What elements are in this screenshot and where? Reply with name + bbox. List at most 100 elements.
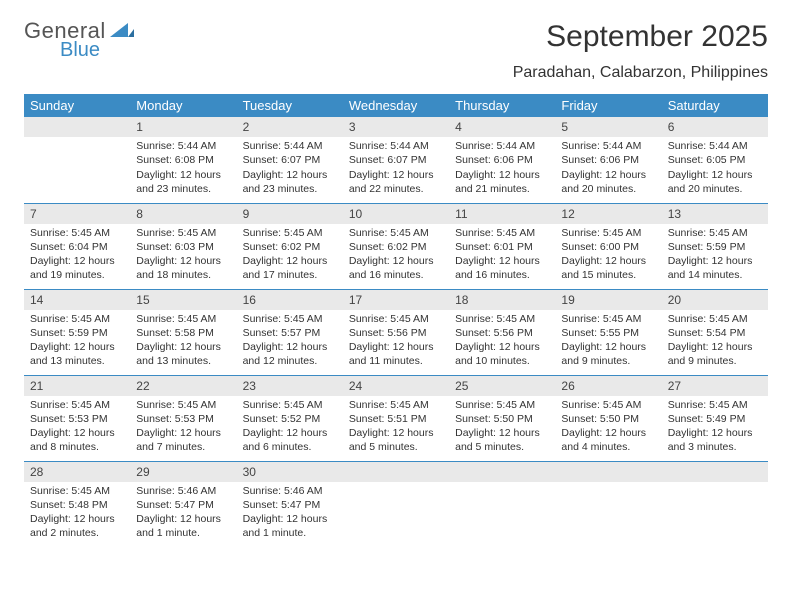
calendar-cell: 21Sunrise: 5:45 AMSunset: 5:53 PMDayligh… xyxy=(24,375,130,461)
day-line: Daylight: 12 hours xyxy=(349,340,443,354)
calendar-cell: 1Sunrise: 5:44 AMSunset: 6:08 PMDaylight… xyxy=(130,117,236,203)
day-number: 4 xyxy=(449,117,555,137)
day-number: 1 xyxy=(130,117,236,137)
day-body: Sunrise: 5:44 AMSunset: 6:08 PMDaylight:… xyxy=(130,137,236,200)
day-line: and 8 minutes. xyxy=(30,440,124,454)
day-line: Daylight: 12 hours xyxy=(243,168,337,182)
calendar-row: 28Sunrise: 5:45 AMSunset: 5:48 PMDayligh… xyxy=(24,461,768,547)
day-line: Daylight: 12 hours xyxy=(561,254,655,268)
calendar-cell: 30Sunrise: 5:46 AMSunset: 5:47 PMDayligh… xyxy=(237,461,343,547)
day-body: Sunrise: 5:45 AMSunset: 5:48 PMDaylight:… xyxy=(24,482,130,545)
calendar-cell: 14Sunrise: 5:45 AMSunset: 5:59 PMDayligh… xyxy=(24,289,130,375)
day-body: Sunrise: 5:45 AMSunset: 5:59 PMDaylight:… xyxy=(24,310,130,373)
day-number: 15 xyxy=(130,290,236,310)
day-line: Sunrise: 5:44 AM xyxy=(243,139,337,153)
day-body: Sunrise: 5:46 AMSunset: 5:47 PMDaylight:… xyxy=(130,482,236,545)
col-header: Monday xyxy=(130,94,236,117)
day-line: Sunrise: 5:44 AM xyxy=(668,139,762,153)
day-line: and 21 minutes. xyxy=(455,182,549,196)
day-line: Daylight: 12 hours xyxy=(668,168,762,182)
day-body: Sunrise: 5:45 AMSunset: 5:54 PMDaylight:… xyxy=(662,310,768,373)
day-line: and 5 minutes. xyxy=(349,440,443,454)
day-number: 22 xyxy=(130,376,236,396)
day-number: 27 xyxy=(662,376,768,396)
day-line: and 22 minutes. xyxy=(349,182,443,196)
day-line: Daylight: 12 hours xyxy=(349,426,443,440)
day-line: Sunrise: 5:45 AM xyxy=(30,398,124,412)
day-number: 6 xyxy=(662,117,768,137)
day-line: Sunset: 6:07 PM xyxy=(243,153,337,167)
col-header: Wednesday xyxy=(343,94,449,117)
day-line: and 2 minutes. xyxy=(30,526,124,540)
calendar-cell: 3Sunrise: 5:44 AMSunset: 6:07 PMDaylight… xyxy=(343,117,449,203)
day-number: 29 xyxy=(130,462,236,482)
col-header: Friday xyxy=(555,94,661,117)
day-line: Sunset: 6:07 PM xyxy=(349,153,443,167)
day-line: Sunset: 6:04 PM xyxy=(30,240,124,254)
day-line: Daylight: 12 hours xyxy=(136,254,230,268)
day-line: and 17 minutes. xyxy=(243,268,337,282)
logo-word2: Blue xyxy=(60,40,134,60)
day-line: and 16 minutes. xyxy=(349,268,443,282)
day-line: Sunset: 5:53 PM xyxy=(136,412,230,426)
day-line: Daylight: 12 hours xyxy=(136,512,230,526)
calendar-cell: 8Sunrise: 5:45 AMSunset: 6:03 PMDaylight… xyxy=(130,203,236,289)
day-line: and 19 minutes. xyxy=(30,268,124,282)
day-number xyxy=(662,462,768,482)
day-body: Sunrise: 5:44 AMSunset: 6:06 PMDaylight:… xyxy=(555,137,661,200)
day-line: Sunrise: 5:45 AM xyxy=(561,398,655,412)
day-number xyxy=(24,117,130,137)
day-line: Sunrise: 5:45 AM xyxy=(243,398,337,412)
day-line: Daylight: 12 hours xyxy=(243,340,337,354)
calendar-row: 14Sunrise: 5:45 AMSunset: 5:59 PMDayligh… xyxy=(24,289,768,375)
day-line: Sunset: 5:56 PM xyxy=(455,326,549,340)
day-line: Sunset: 6:02 PM xyxy=(243,240,337,254)
day-number: 25 xyxy=(449,376,555,396)
day-number: 26 xyxy=(555,376,661,396)
col-header: Saturday xyxy=(662,94,768,117)
calendar-cell: 7Sunrise: 5:45 AMSunset: 6:04 PMDaylight… xyxy=(24,203,130,289)
day-line: Daylight: 12 hours xyxy=(243,426,337,440)
day-line: Sunset: 6:00 PM xyxy=(561,240,655,254)
day-line: and 9 minutes. xyxy=(561,354,655,368)
day-line: Daylight: 12 hours xyxy=(349,254,443,268)
day-number: 7 xyxy=(24,204,130,224)
day-line: Sunset: 6:02 PM xyxy=(349,240,443,254)
calendar-cell: 12Sunrise: 5:45 AMSunset: 6:00 PMDayligh… xyxy=(555,203,661,289)
calendar-cell xyxy=(662,461,768,547)
calendar-table: Sunday Monday Tuesday Wednesday Thursday… xyxy=(24,94,768,547)
day-body: Sunrise: 5:45 AMSunset: 6:01 PMDaylight:… xyxy=(449,224,555,287)
day-body: Sunrise: 5:44 AMSunset: 6:07 PMDaylight:… xyxy=(237,137,343,200)
day-line: Sunrise: 5:45 AM xyxy=(349,312,443,326)
day-line: Sunrise: 5:45 AM xyxy=(455,312,549,326)
day-line: Sunset: 5:55 PM xyxy=(561,326,655,340)
day-line: Daylight: 12 hours xyxy=(30,254,124,268)
col-header: Tuesday xyxy=(237,94,343,117)
day-number: 18 xyxy=(449,290,555,310)
day-line: Sunset: 5:59 PM xyxy=(30,326,124,340)
day-body: Sunrise: 5:45 AMSunset: 5:57 PMDaylight:… xyxy=(237,310,343,373)
calendar-cell: 20Sunrise: 5:45 AMSunset: 5:54 PMDayligh… xyxy=(662,289,768,375)
day-line: Daylight: 12 hours xyxy=(243,254,337,268)
calendar-cell: 22Sunrise: 5:45 AMSunset: 5:53 PMDayligh… xyxy=(130,375,236,461)
calendar-cell: 19Sunrise: 5:45 AMSunset: 5:55 PMDayligh… xyxy=(555,289,661,375)
day-body: Sunrise: 5:45 AMSunset: 5:50 PMDaylight:… xyxy=(555,396,661,459)
day-line: Sunrise: 5:45 AM xyxy=(136,226,230,240)
day-line: Sunset: 5:47 PM xyxy=(136,498,230,512)
day-body: Sunrise: 5:45 AMSunset: 5:59 PMDaylight:… xyxy=(662,224,768,287)
day-line: Sunset: 5:51 PM xyxy=(349,412,443,426)
day-line: Sunset: 5:48 PM xyxy=(30,498,124,512)
calendar-cell: 10Sunrise: 5:45 AMSunset: 6:02 PMDayligh… xyxy=(343,203,449,289)
day-line: Sunset: 5:49 PM xyxy=(668,412,762,426)
logo: General Blue xyxy=(24,20,134,60)
day-line: and 13 minutes. xyxy=(136,354,230,368)
day-number: 28 xyxy=(24,462,130,482)
day-body xyxy=(343,482,449,488)
day-line: Daylight: 12 hours xyxy=(455,168,549,182)
day-line: and 13 minutes. xyxy=(30,354,124,368)
day-number: 10 xyxy=(343,204,449,224)
day-body: Sunrise: 5:45 AMSunset: 5:52 PMDaylight:… xyxy=(237,396,343,459)
day-line: and 20 minutes. xyxy=(668,182,762,196)
calendar-cell: 5Sunrise: 5:44 AMSunset: 6:06 PMDaylight… xyxy=(555,117,661,203)
day-line: Daylight: 12 hours xyxy=(30,426,124,440)
